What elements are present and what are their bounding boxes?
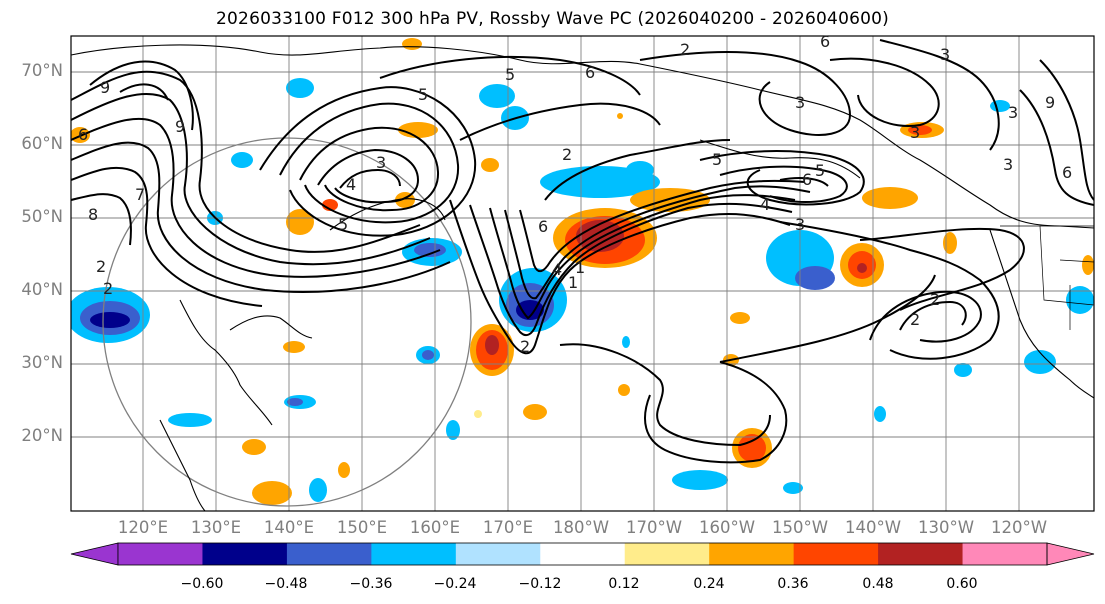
- contour-label: 2: [680, 40, 690, 59]
- lat-label: 30°N: [21, 353, 63, 372]
- contour-label: 3: [795, 215, 805, 234]
- contour-label: 2: [96, 257, 106, 276]
- colorbar-cell: [624, 543, 710, 565]
- contour-label: 3: [1008, 103, 1018, 122]
- colorbar-tick: 0.12: [608, 576, 640, 592]
- colorbar-cell: [286, 543, 372, 565]
- lon-label: 160°W: [698, 518, 756, 537]
- graticule: [71, 36, 1094, 511]
- contour-label: 2: [520, 337, 530, 356]
- coastlines: [71, 44, 1094, 511]
- colorbar-tick: 0.48: [862, 576, 894, 592]
- colorbar-cell: [118, 543, 203, 565]
- contour-label: 3: [376, 153, 386, 172]
- contour-label: 9: [1045, 93, 1055, 112]
- colorbar-tick: 0.36: [777, 576, 809, 592]
- contour-label: 2: [910, 310, 920, 329]
- lon-label: 180°W: [552, 518, 610, 537]
- contour-label: 5: [815, 161, 825, 180]
- contour-label: 1: [568, 273, 578, 292]
- colorbar-tick: −0.24: [433, 576, 477, 592]
- colorbar-tick: −0.48: [264, 576, 308, 592]
- lon-label: 130°E: [190, 518, 242, 537]
- lat-label: 70°N: [21, 61, 63, 80]
- map-frame: [70, 35, 1095, 512]
- lat-label: 20°N: [21, 426, 63, 445]
- contour-label: 6: [585, 63, 595, 82]
- contour-label: 3: [940, 45, 950, 64]
- contour-label: 6: [538, 217, 548, 236]
- lon-label: 150°E: [336, 518, 388, 537]
- contour-label: 3: [1003, 155, 1013, 174]
- contour-label: 4: [346, 175, 356, 194]
- contour-label: 2: [562, 145, 572, 164]
- contour-label: 6: [820, 32, 830, 51]
- contour-label: 9: [175, 117, 185, 136]
- contour-label: 5: [712, 150, 722, 169]
- colorbar-tick: −0.36: [349, 576, 393, 592]
- colorbar-cell: [202, 543, 288, 565]
- contour-label: 2: [103, 279, 113, 298]
- contour-lines: [71, 39, 1094, 464]
- lon-label: 160°E: [409, 518, 461, 537]
- colorbar-cell: [962, 543, 1048, 565]
- lon-label: 170°W: [625, 518, 683, 537]
- contour-label: 5: [418, 85, 428, 104]
- contour-label: 2: [930, 290, 940, 309]
- colorbar: [70, 542, 1095, 566]
- lon-label: 150°W: [771, 518, 829, 537]
- colorbar-cell: [455, 543, 541, 565]
- contour-label: 9: [100, 78, 110, 97]
- colorbar-cell: [709, 543, 795, 565]
- colorbar-cell: [371, 543, 457, 565]
- colorbar-tick: 0.24: [693, 576, 725, 592]
- reference-circle: [102, 137, 472, 507]
- colorbar-cell: [540, 543, 626, 565]
- lon-label: 140°W: [844, 518, 902, 537]
- colorbar-extend-max: [1046, 542, 1095, 566]
- contour-label: 6: [802, 170, 812, 189]
- lon-label: 130°W: [917, 518, 975, 537]
- lon-label: 170°E: [482, 518, 534, 537]
- contour-labels: 9 9 6 7 8 2 5 6 2 3 4 5 5 2 6 2 1 4 3 5 …: [78, 32, 1072, 356]
- contour-label: 7: [135, 185, 145, 204]
- contour-label: 5: [338, 215, 348, 234]
- contour-label: 4: [552, 260, 562, 279]
- colorbar-tick: −0.12: [518, 576, 562, 592]
- contour-label: 6: [1062, 163, 1072, 182]
- contour-label: 1: [575, 258, 585, 277]
- lon-label: 120°E: [117, 518, 169, 537]
- colorbar-tick: 0.60: [946, 576, 978, 592]
- colorbar-tick: −0.60: [180, 576, 224, 592]
- contour-label: 6: [78, 125, 88, 144]
- contour-label: 8: [88, 205, 98, 224]
- colorbar-cell: [878, 543, 964, 565]
- lat-label: 50°N: [21, 207, 63, 226]
- contour-label: 4: [760, 195, 770, 214]
- map-title: 2026033100 F012 300 hPa PV, Rossby Wave …: [216, 9, 889, 29]
- colorbar-cell: [793, 543, 879, 565]
- lat-label: 60°N: [21, 134, 63, 153]
- contour-label: 3: [910, 123, 920, 142]
- lon-label: 120°W: [990, 518, 1048, 537]
- contour-label: 3: [795, 93, 805, 112]
- lat-label: 40°N: [21, 280, 63, 299]
- lon-label: 140°E: [263, 518, 315, 537]
- political-borders: [1000, 225, 1094, 330]
- colorbar-extend-min: [70, 542, 119, 566]
- contour-label: 5: [505, 65, 515, 84]
